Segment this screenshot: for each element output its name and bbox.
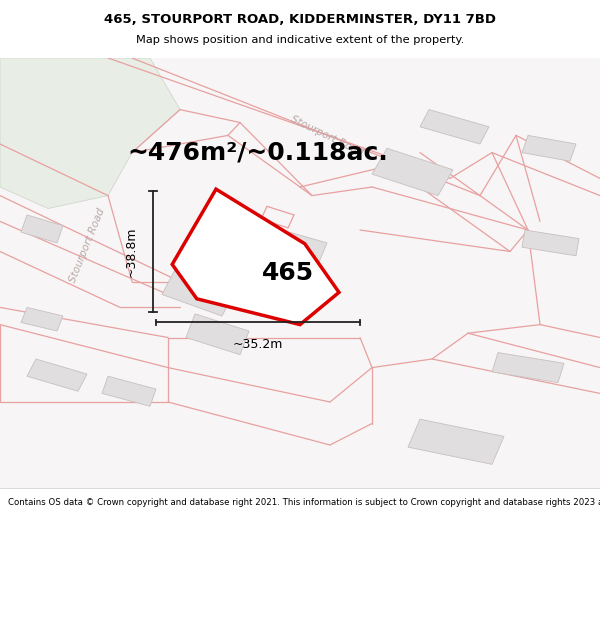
Text: Stourport Road: Stourport Road <box>68 206 106 284</box>
Polygon shape <box>258 226 327 264</box>
Text: ~38.8m: ~38.8m <box>125 226 138 277</box>
Text: Contains OS data © Crown copyright and database right 2021. This information is : Contains OS data © Crown copyright and d… <box>8 498 600 507</box>
Text: 465, STOURPORT ROAD, KIDDERMINSTER, DY11 7BD: 465, STOURPORT ROAD, KIDDERMINSTER, DY11… <box>104 12 496 26</box>
Text: ~35.2m: ~35.2m <box>233 338 283 351</box>
Polygon shape <box>372 148 453 196</box>
Polygon shape <box>420 109 489 144</box>
Polygon shape <box>27 359 87 391</box>
Polygon shape <box>102 376 156 406</box>
Polygon shape <box>0 58 180 209</box>
Polygon shape <box>408 419 504 464</box>
Polygon shape <box>172 189 339 324</box>
Polygon shape <box>522 230 579 256</box>
Polygon shape <box>492 352 564 382</box>
Polygon shape <box>21 215 63 243</box>
Text: Map shows position and indicative extent of the property.: Map shows position and indicative extent… <box>136 35 464 45</box>
Polygon shape <box>162 260 240 316</box>
Polygon shape <box>522 136 576 161</box>
Polygon shape <box>186 314 249 355</box>
Text: ~476m²/~0.118ac.: ~476m²/~0.118ac. <box>128 141 388 164</box>
Text: Stourport Road: Stourport Road <box>289 114 365 158</box>
Text: 465: 465 <box>262 261 314 285</box>
Polygon shape <box>21 308 63 331</box>
